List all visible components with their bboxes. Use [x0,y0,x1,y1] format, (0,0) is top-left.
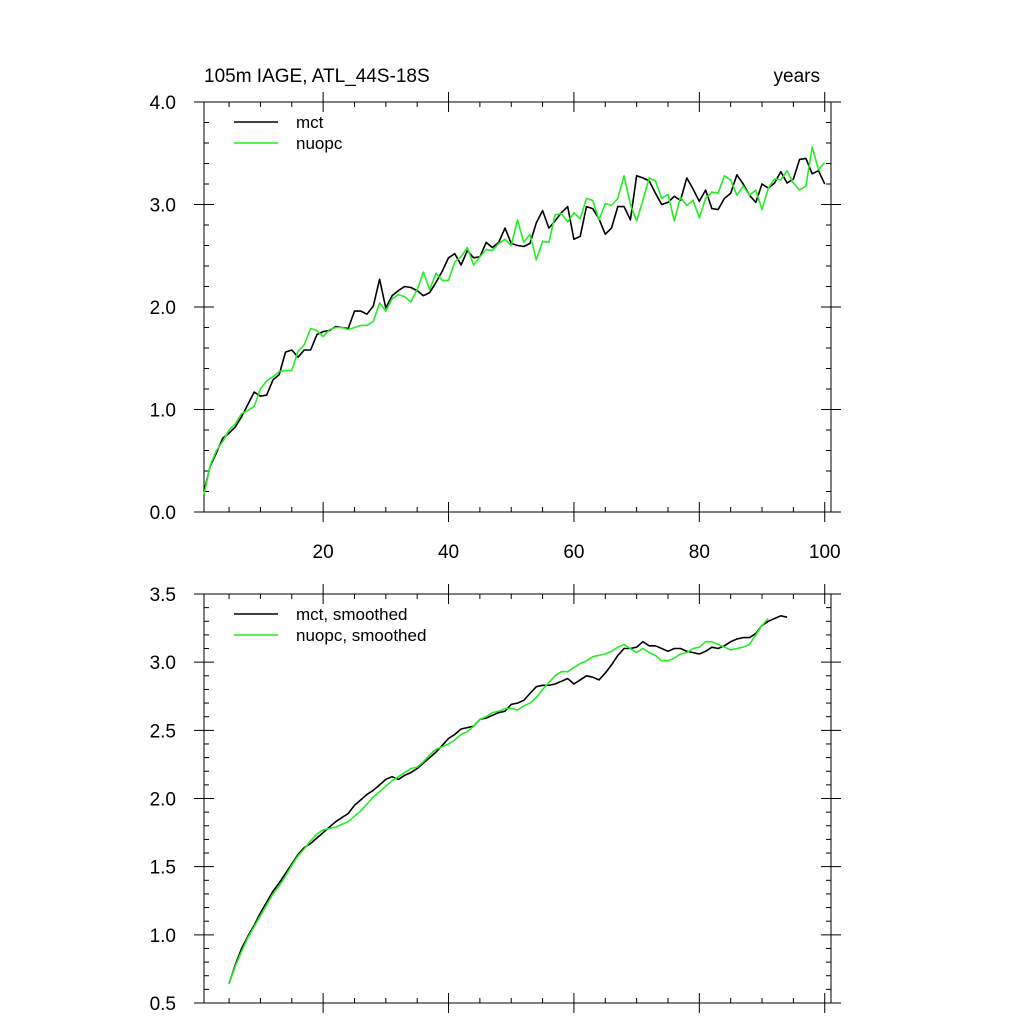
legend-label: mct [296,113,324,132]
y-tick-label: 3.5 [150,585,176,606]
series-line-0 [203,157,826,492]
units-label: years [774,66,820,87]
legend-label: mct, smoothed [296,605,408,624]
y-tick-label: 1.0 [150,401,176,422]
y-tick-label: 2.5 [150,721,176,742]
y-tick-label: 2.0 [150,298,176,319]
y-tick-label: 0.0 [150,503,176,524]
x-tick-label: 40 [438,542,459,563]
y-tick-label: 4.0 [150,93,176,114]
series-line-0 [228,614,788,985]
legend-label: nuopc [296,134,343,153]
legend-label: nuopc, smoothed [296,626,426,645]
y-tick-label: 2.0 [150,790,176,811]
y-tick-label: 1.0 [150,926,176,947]
y-tick-label: 1.5 [150,858,176,879]
series-line-1 [203,146,826,495]
y-tick-label: 0.5 [150,994,176,1015]
y-tick-label: 3.0 [150,653,176,674]
series-line-1 [228,617,769,985]
x-tick-label: 100 [809,542,841,563]
panel-smoothed: 0.5 1.0 1.5 2.0 2.5 3.0 3.5 mct, smoothed nuopc,… [150,584,841,1015]
x-tick-label: 80 [689,542,710,563]
plot-frame [203,101,832,513]
chart-title: 105m IAGE, ATL_44S-18S [204,66,430,87]
panel-raw: 20 40 60 80 100 0.0 1.0 2.0 3.0 4.0 mct nuopc [150,92,841,563]
x-tick-label: 20 [313,542,334,563]
y-tick-label: 3.0 [150,196,176,217]
plot-frame [203,593,832,1004]
x-tick-label: 60 [563,542,584,563]
